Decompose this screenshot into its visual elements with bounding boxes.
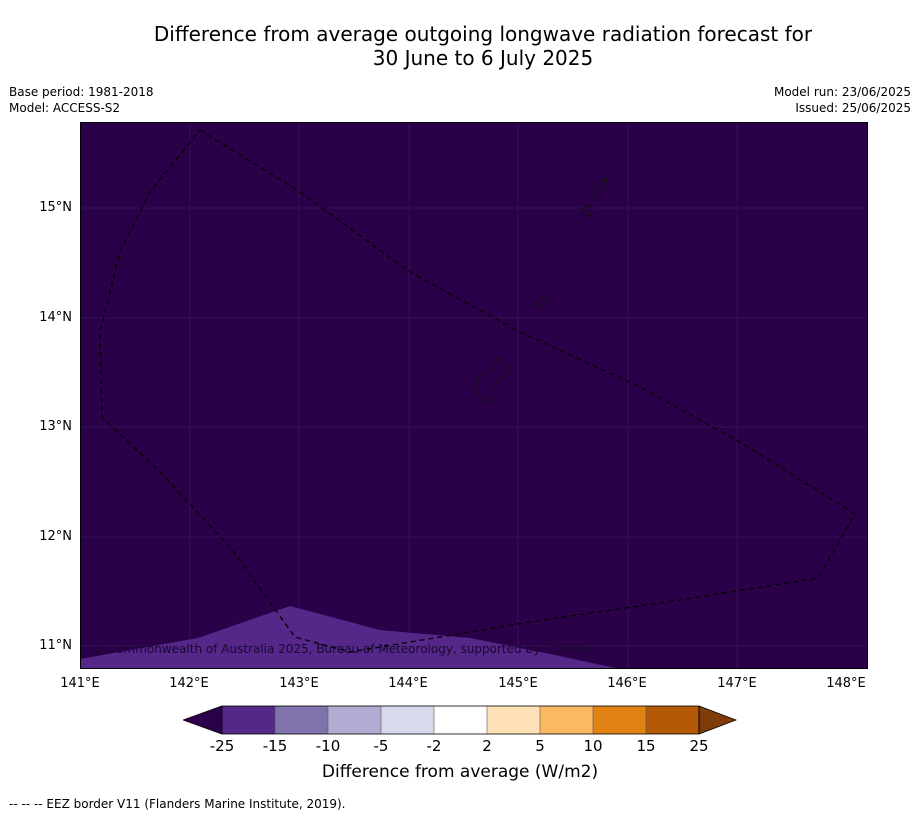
- lon-label-146: 146°E: [607, 676, 647, 691]
- colorbar-tick: 5: [535, 737, 545, 755]
- lon-label-145: 145°E: [498, 676, 538, 691]
- colorbar-extend-high: [698, 705, 738, 735]
- map-background: [80, 122, 868, 669]
- anomaly-band-lower: [80, 606, 620, 669]
- eez-border: [99, 129, 856, 653]
- lat-label-12: 12°N: [39, 529, 72, 544]
- colorbar-bin-4: [381, 706, 434, 734]
- colorbar-tick: -5: [373, 737, 389, 755]
- meta-right: Model run: 23/06/2025 Issued: 25/06/2025: [774, 84, 911, 116]
- eez-footnote: -- -- -- EEZ border V11 (Flanders Marine…: [9, 797, 346, 811]
- colorbar-svg: [181, 705, 738, 735]
- colorbar-bin-3: [328, 706, 381, 734]
- colorbar-tick: -10: [315, 737, 341, 755]
- colorbar-bin-8: [593, 706, 646, 734]
- colorbar-bin-9: [646, 706, 699, 734]
- map-panel: © Commonwealth of Australia 2025, Bureau…: [80, 122, 868, 669]
- lon-label-142: 142°E: [169, 676, 209, 691]
- colorbar-tick: 25: [689, 737, 709, 755]
- base-period: Base period: 1981-2018: [9, 85, 154, 99]
- lon-label-144: 144°E: [388, 676, 428, 691]
- island-saipan: [592, 177, 608, 202]
- model-name: Model: ACCESS-S2: [9, 101, 121, 115]
- colorbar-tick: -25: [209, 737, 235, 755]
- island-tinian: [581, 203, 593, 218]
- title-line-2: 30 June to 6 July 2025: [372, 46, 594, 70]
- island-aguijan: [575, 221, 580, 227]
- lon-label-143: 143°E: [279, 676, 319, 691]
- lon-label-147: 147°E: [717, 676, 757, 691]
- colorbar-tick: -15: [262, 737, 288, 755]
- colorbar-tick: -2: [426, 737, 442, 755]
- lat-label-13: 13°N: [39, 419, 72, 434]
- meta-left: Base period: 1981-2018 Model: ACCESS-S2: [9, 84, 154, 116]
- copyright-text: © Commonwealth of Australia 2025, Bureau…: [92, 642, 597, 656]
- colorbar-tick: 15: [636, 737, 656, 755]
- colorbar-label: Difference from average (W/m2): [321, 762, 599, 782]
- colorbar-bin-6: [487, 706, 540, 734]
- islands: [475, 177, 608, 404]
- colorbar-tick: 2: [482, 737, 492, 755]
- island-rota: [531, 297, 550, 309]
- lat-label-11: 11°N: [39, 638, 72, 653]
- colorbar-dividers: [274, 706, 647, 734]
- lat-label-15: 15°N: [39, 200, 72, 215]
- colorbar-bin-7: [540, 706, 593, 734]
- map-frame: [80, 122, 868, 669]
- lon-label-141: 141°E: [60, 676, 100, 691]
- lat-label-14: 14°N: [39, 310, 72, 325]
- colorbar-bin-2: [275, 706, 328, 734]
- title-line-1: Difference from average outgoing longwav…: [153, 22, 813, 46]
- colorbar-extend-low: [181, 705, 223, 735]
- map-canvas: © Commonwealth of Australia 2025, Bureau…: [80, 122, 868, 669]
- colorbar-tick: 10: [583, 737, 603, 755]
- colorbar-frame: [221, 705, 700, 735]
- map-title: Difference from average outgoing longwav…: [100, 22, 866, 70]
- model-run: Model run: 23/06/2025: [773, 85, 911, 99]
- issued-date: Issued: 25/06/2025: [795, 101, 911, 115]
- island-guam: [475, 357, 511, 404]
- colorbar-bin-5: [434, 706, 487, 734]
- colorbar-bin-1: [222, 706, 275, 734]
- lon-label-148: 148°E: [826, 676, 866, 691]
- colorbar: [181, 705, 738, 735]
